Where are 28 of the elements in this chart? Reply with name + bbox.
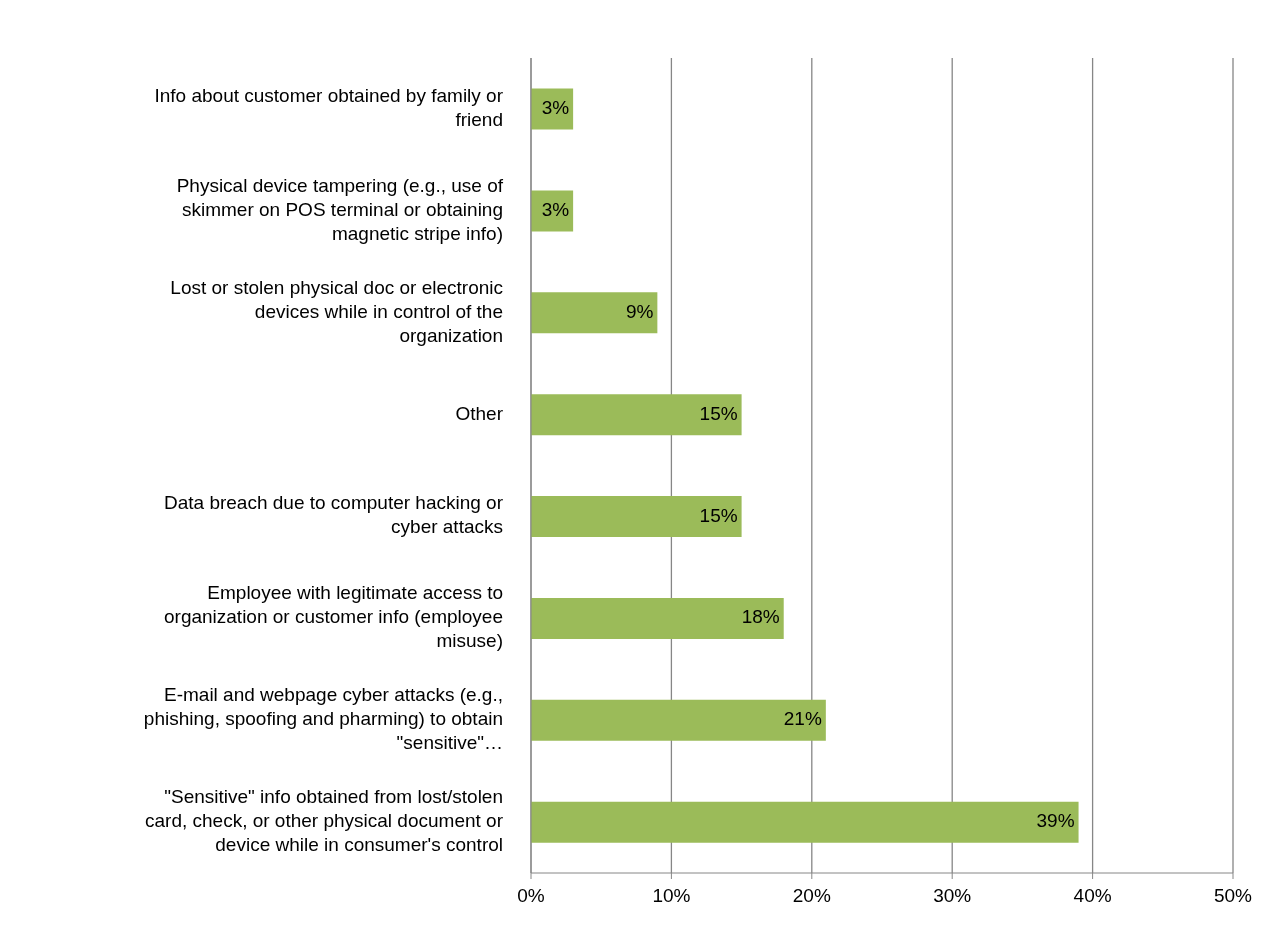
data-label: 3% (541, 97, 570, 119)
data-label: 39% (1036, 810, 1075, 832)
bar (531, 496, 742, 538)
x-tick-label: 0% (517, 885, 545, 907)
y-tick-label: Lost or stolen physical doc or electronic devices while in control of the organization (170, 276, 503, 346)
y-tick-label: Data breach due to computer hacking or cyber attacks (163, 492, 504, 538)
bar (531, 394, 742, 436)
data-label: 15% (699, 504, 738, 526)
x-tick-label: 20% (792, 885, 831, 907)
data-label: 3% (541, 198, 570, 220)
data-label: 18% (741, 606, 780, 628)
x-tick-label: 30% (933, 885, 972, 907)
data-label: 9% (625, 300, 654, 322)
data-label: 21% (783, 708, 822, 730)
data-label: 15% (699, 402, 738, 424)
bar (531, 801, 1079, 843)
bar (531, 597, 784, 639)
y-tick-label: Other (455, 402, 504, 424)
y-tick-label: Info about customer obtained by family or friend (154, 84, 504, 130)
bar (531, 699, 826, 741)
y-tick-label: Physical device tampering (e.g., use of skimmer on POS terminal or obtaining magnetic stripe info) (176, 174, 504, 244)
y-tick-label: "Sensitive" info obtained from lost/stolen card, check, or other physical document or device while in consumer's control (144, 786, 504, 856)
y-tick-label: E-mail and webpage cyber attacks (e.g., phishing, spoofing and pharming) to obtain "sensitive"… (143, 684, 503, 754)
y-tick-label: Employee with legitimate access to organization or customer info (employee misuse) (163, 582, 503, 652)
bar (531, 292, 658, 334)
x-tick-label: 10% (652, 885, 691, 907)
x-tick-label: 50% (1213, 885, 1253, 907)
x-tick-label: 40% (1073, 885, 1112, 907)
